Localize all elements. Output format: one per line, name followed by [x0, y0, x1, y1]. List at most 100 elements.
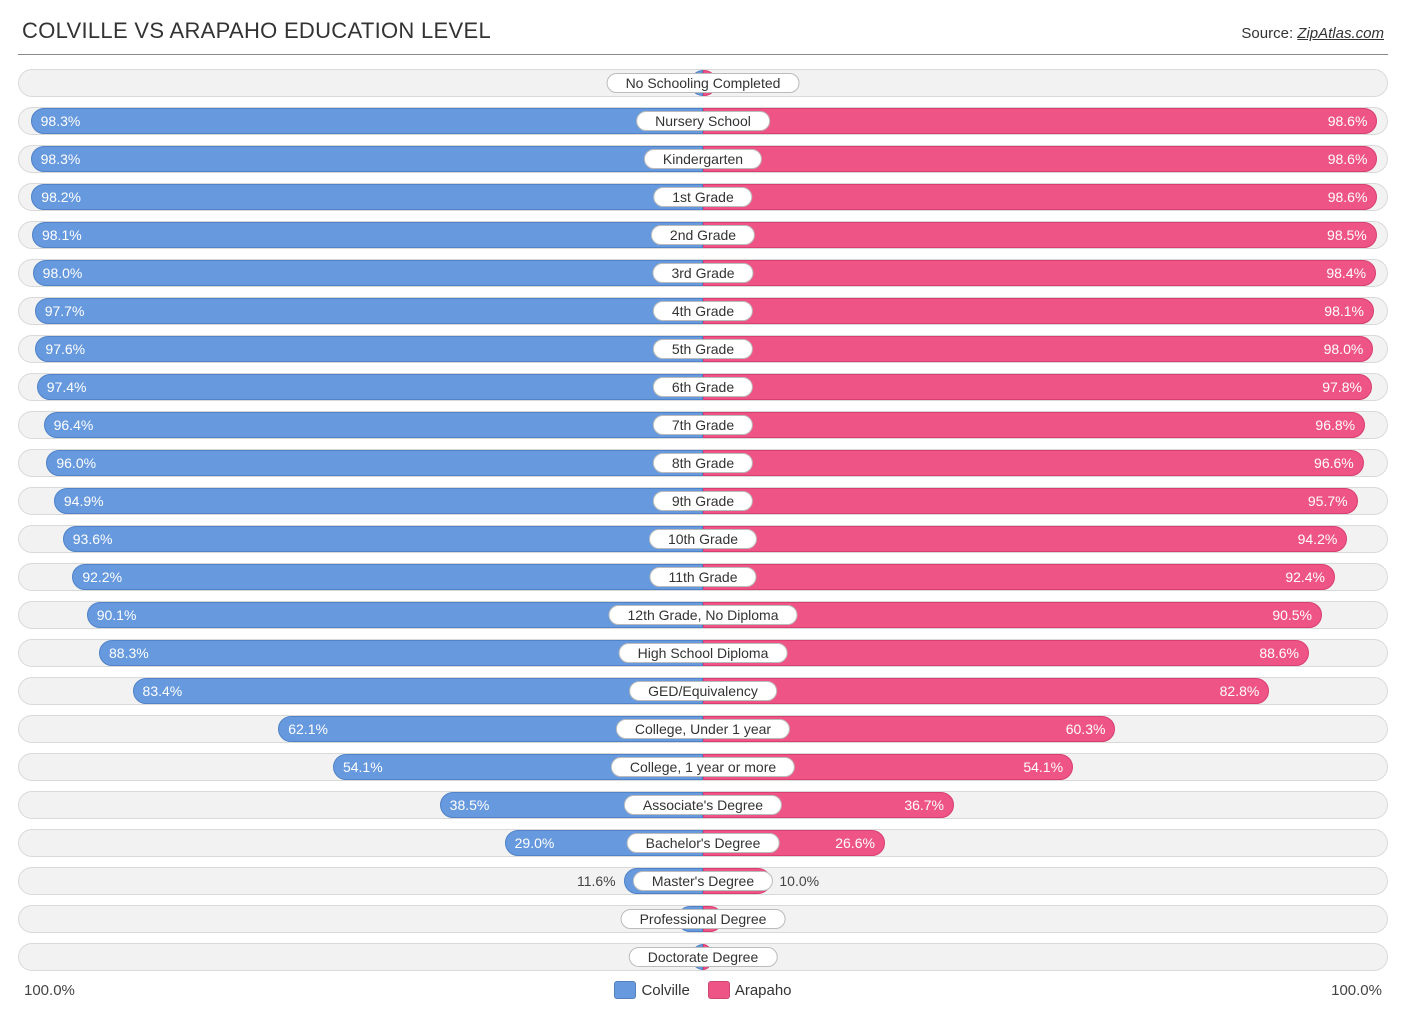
chart-row: 97.7%98.1%4th Grade	[18, 297, 1388, 325]
bar-right	[703, 146, 1377, 172]
category-label: Associate's Degree	[624, 795, 782, 815]
category-label: College, Under 1 year	[616, 719, 790, 739]
category-label: Nursery School	[636, 111, 770, 131]
pct-left: 98.3%	[41, 151, 81, 167]
bar-left	[31, 146, 703, 172]
bar-right	[703, 336, 1373, 362]
chart-row: 97.4%97.8%6th Grade	[18, 373, 1388, 401]
legend: Colville Arapaho	[614, 981, 791, 999]
bar-left	[54, 488, 703, 514]
category-label: No Schooling Completed	[607, 73, 800, 93]
bar-left	[31, 184, 703, 210]
chart-row: 93.6%94.2%10th Grade	[18, 525, 1388, 553]
bar-left	[31, 108, 703, 134]
bar-left	[63, 526, 703, 552]
bar-right	[703, 374, 1372, 400]
bar-left	[33, 260, 703, 286]
pct-left: 54.1%	[343, 759, 383, 775]
pct-left: 97.4%	[47, 379, 87, 395]
pct-right: 98.5%	[1327, 227, 1367, 243]
chart-row: 92.2%92.4%11th Grade	[18, 563, 1388, 591]
legend-label-left: Colville	[641, 982, 689, 999]
pct-left: 92.2%	[82, 569, 122, 585]
bar-right	[703, 108, 1377, 134]
category-label: 3rd Grade	[652, 263, 753, 283]
chart-footer: 100.0% Colville Arapaho 100.0%	[18, 981, 1388, 999]
pct-right: 95.7%	[1308, 493, 1348, 509]
pct-right: 96.6%	[1314, 455, 1354, 471]
category-label: Master's Degree	[633, 871, 773, 891]
chart-row: 97.6% 98.0% 5th Grade	[18, 335, 1388, 363]
category-label: GED/Equivalency	[629, 681, 777, 701]
bar-left	[32, 222, 703, 248]
bar-right	[703, 260, 1376, 286]
category-label: 5th Grade	[653, 339, 753, 359]
pct-left: 98.2%	[41, 189, 81, 205]
chart-row: 54.1% 54.1% College, 1 year or more	[18, 753, 1388, 781]
pct-left: 83.4%	[143, 683, 183, 699]
bar-right	[703, 412, 1365, 438]
pct-left: 96.4%	[54, 417, 94, 433]
bar-left	[37, 374, 703, 400]
category-label: 6th Grade	[653, 377, 753, 397]
category-label: 8th Grade	[653, 453, 753, 473]
pct-left: 98.0%	[43, 265, 83, 281]
chart-row: 90.1%90.5%12th Grade, No Diploma	[18, 601, 1388, 629]
chart-source: Source: ZipAtlas.com	[1241, 25, 1384, 42]
bar-left	[35, 336, 703, 362]
pct-left: 96.0%	[56, 455, 96, 471]
category-label: 9th Grade	[653, 491, 753, 511]
bar-left	[72, 564, 703, 590]
chart-row: 96.0% 96.6% 8th Grade	[18, 449, 1388, 477]
pct-right: 98.6%	[1328, 151, 1368, 167]
pct-right: 26.6%	[835, 835, 875, 851]
bar-right	[703, 526, 1347, 552]
category-label: Kindergarten	[644, 149, 762, 169]
pct-left: 29.0%	[515, 835, 555, 851]
source-link[interactable]: ZipAtlas.com	[1297, 25, 1384, 42]
bar-left	[46, 450, 703, 476]
legend-item-left: Colville	[614, 981, 689, 999]
chart-row: 98.2%98.6%1st Grade	[18, 183, 1388, 211]
pct-right: 98.6%	[1328, 189, 1368, 205]
pct-left: 94.9%	[64, 493, 104, 509]
chart-row: 88.3%88.6%High School Diploma	[18, 639, 1388, 667]
chart-row: 98.3%98.6%Nursery School	[18, 107, 1388, 135]
bar-right	[703, 564, 1335, 590]
category-label: College, 1 year or more	[611, 757, 795, 777]
pct-right: 98.4%	[1326, 265, 1366, 281]
pct-right: 88.6%	[1259, 645, 1299, 661]
axis-right-max: 100.0%	[1331, 982, 1382, 999]
bar-left	[44, 412, 703, 438]
chart-row: 38.5%36.7%Associate's Degree	[18, 791, 1388, 819]
bar-left	[35, 298, 703, 324]
pct-right: 98.0%	[1324, 341, 1364, 357]
pct-right: 36.7%	[904, 797, 944, 813]
pct-left: 97.7%	[45, 303, 85, 319]
chart-row: 3.8%2.9%Professional Degree	[18, 905, 1388, 933]
pct-right: 96.8%	[1315, 417, 1355, 433]
pct-left: 98.1%	[42, 227, 82, 243]
pct-right: 54.1%	[1023, 759, 1063, 775]
source-label: Source:	[1241, 25, 1297, 42]
chart-row: 1.6%1.2%Doctorate Degree	[18, 943, 1388, 971]
category-label: 4th Grade	[653, 301, 753, 321]
pct-left: 62.1%	[288, 721, 328, 737]
bar-right	[703, 222, 1377, 248]
bar-right	[703, 678, 1269, 704]
bar-left	[99, 640, 703, 666]
chart-row: 29.0%26.6%Bachelor's Degree	[18, 829, 1388, 857]
pct-left: 11.6%	[577, 873, 616, 889]
chart-row: 83.4% 82.8% GED/Equivalency	[18, 677, 1388, 705]
pct-right: 82.8%	[1220, 683, 1260, 699]
legend-swatch-left	[614, 981, 636, 999]
category-label: 2nd Grade	[651, 225, 755, 245]
legend-swatch-right	[708, 981, 730, 999]
category-label: Professional Degree	[621, 909, 786, 929]
chart-header: COLVILLE VS ARAPAHO EDUCATION LEVEL Sour…	[18, 18, 1388, 55]
pct-left: 97.6%	[45, 341, 85, 357]
chart-title: COLVILLE VS ARAPAHO EDUCATION LEVEL	[22, 18, 491, 44]
chart-row: 98.0% 98.4% 3rd Grade	[18, 259, 1388, 287]
legend-label-right: Arapaho	[735, 982, 792, 999]
pct-right: 90.5%	[1272, 607, 1312, 623]
